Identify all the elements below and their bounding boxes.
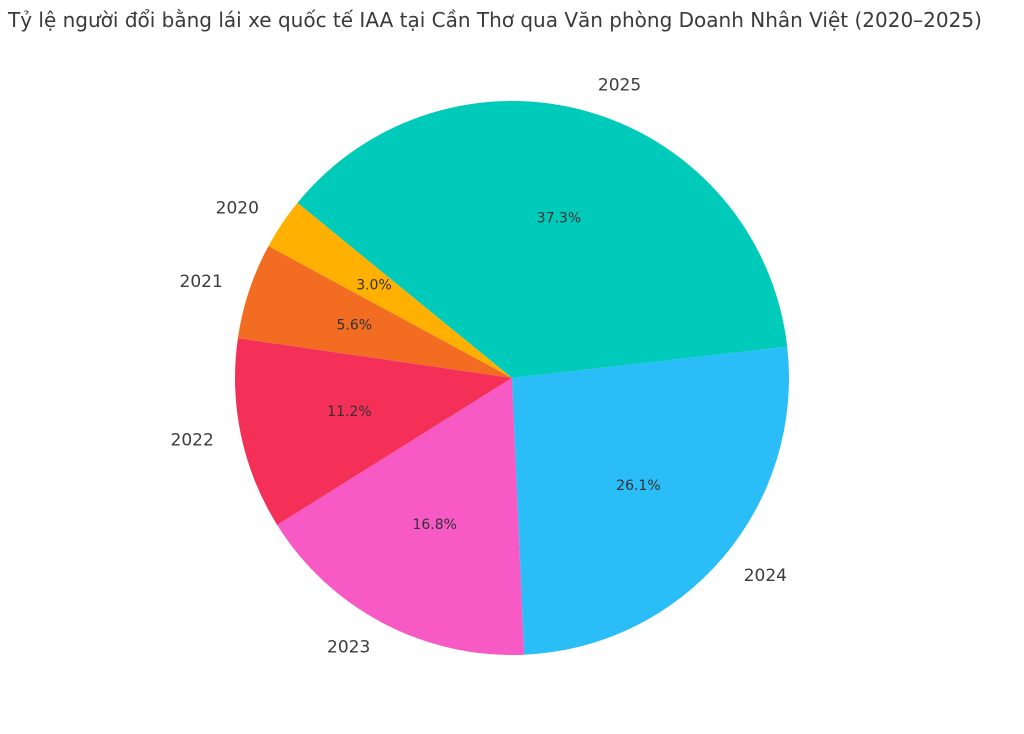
pie-slice-2023 (277, 378, 525, 655)
pie-slice-2024 (512, 346, 789, 655)
category-label-2021: 2021 (180, 272, 223, 292)
pct-label-2023: 16.8% (412, 517, 456, 533)
pie-slice-2025 (297, 100, 788, 379)
chart-title: Tỷ lệ người đổi bằng lái xe quốc tế IAA … (8, 8, 982, 32)
pct-label-2025: 37.3% (537, 211, 581, 227)
pct-label-2024: 26.1% (616, 478, 660, 494)
pie-slice-2022 (235, 338, 512, 525)
category-label-2020: 2020 (216, 198, 259, 218)
category-label-2023: 2023 (327, 638, 370, 658)
category-label-2025: 2025 (598, 76, 641, 96)
category-label-2024: 2024 (744, 566, 787, 586)
pct-label-2021: 5.6% (337, 318, 373, 334)
pie-slice-2021 (237, 246, 512, 378)
pct-label-2022: 11.2% (327, 404, 371, 420)
pie-slice-2020 (268, 202, 512, 378)
category-label-2022: 2022 (171, 431, 214, 451)
pct-label-2020: 3.0% (356, 277, 392, 293)
